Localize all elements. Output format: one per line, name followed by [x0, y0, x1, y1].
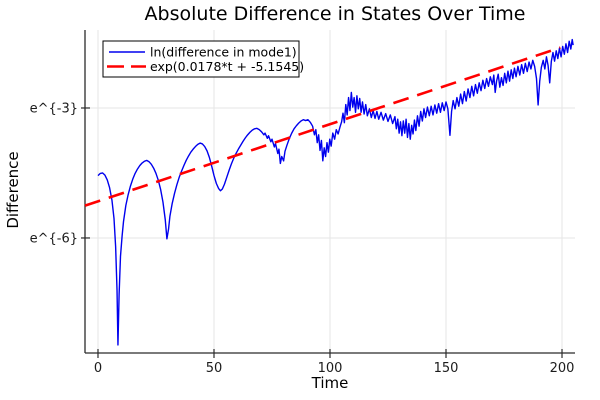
x-tick-label: 100	[318, 361, 343, 376]
axes	[81, 30, 575, 358]
x-tick-label: 0	[94, 361, 102, 376]
grid-lines	[85, 30, 575, 353]
x-tick-label: 50	[206, 361, 223, 376]
y-tick-label: e^{-6}	[30, 231, 78, 246]
series-exp-fit-line	[84, 46, 561, 207]
chart-title: Absolute Difference in States Over Time	[145, 3, 526, 25]
y-axis-label: Difference	[4, 151, 22, 228]
x-axis-label: Time	[311, 374, 349, 392]
data-series	[84, 38, 574, 346]
legend-label-series2: exp(0.0178*t + -5.1545)	[150, 59, 304, 74]
legend-box	[102, 40, 300, 78]
legend: ln(difference in mode1) exp(0.0178*t + -…	[102, 40, 304, 78]
series-ln-difference-line	[97, 38, 574, 346]
x-tick-label: 200	[550, 361, 575, 376]
legend-label-series1: ln(difference in mode1)	[150, 45, 297, 60]
x-tick-label: 150	[434, 361, 459, 376]
y-tick-label: e^{-3}	[30, 101, 78, 116]
tick-labels: 0 50 100 150 200 e^{-3} e^{-6}	[30, 101, 575, 376]
